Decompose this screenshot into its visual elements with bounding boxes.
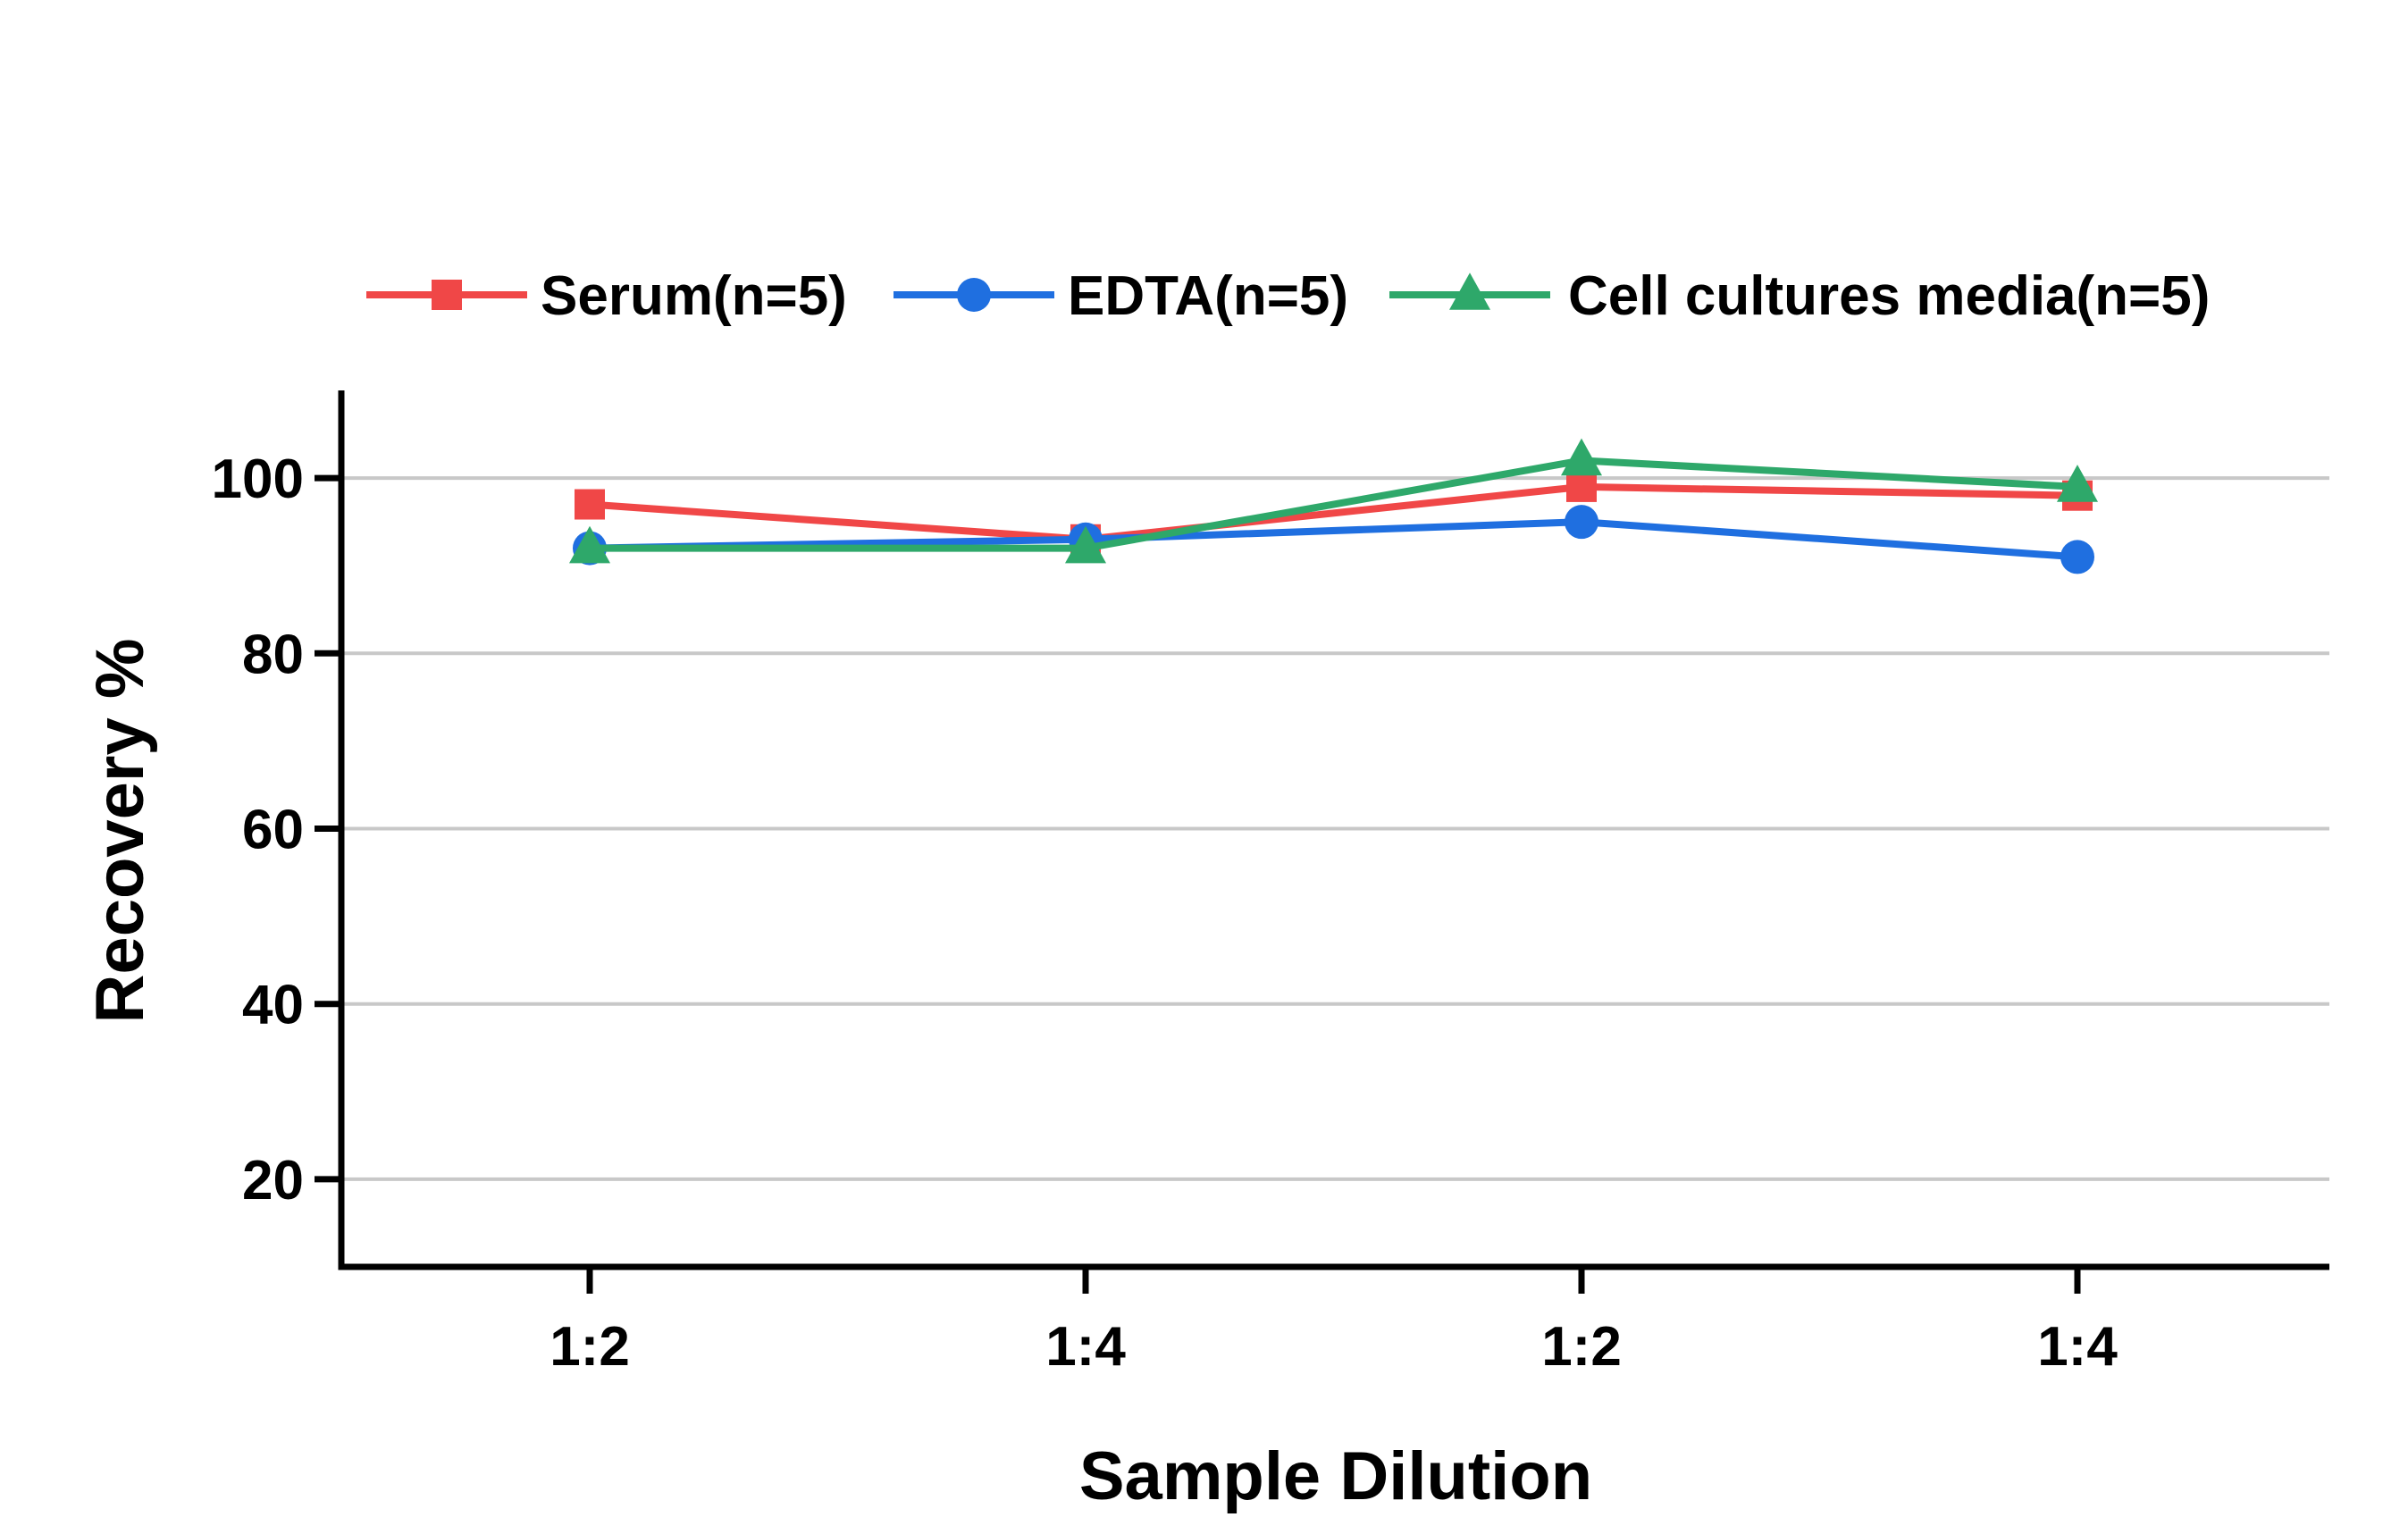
- y-tick-label: 100: [212, 448, 304, 510]
- legend-label: EDTA(n=5): [1068, 265, 1348, 327]
- y-tick-label: 20: [242, 1150, 304, 1211]
- data-point: [1565, 505, 1598, 540]
- y-tick-label: 40: [242, 975, 304, 1036]
- legend: Serum(n=5) EDTA(n=5) Cell cultures media(n…: [366, 265, 2210, 327]
- legend-marker: [957, 278, 991, 312]
- gridlines: [341, 476, 2329, 1181]
- data-point: [1561, 438, 1602, 476]
- y-axis-title: Recovery %: [82, 639, 158, 1024]
- axes: 20 40 60 80 100 1:2 1:4 1:2 1:4: [212, 390, 2329, 1378]
- x-axis-title: Sample Dilution: [1079, 1438, 1592, 1514]
- x-tick-label: 1:2: [550, 1316, 630, 1378]
- legend-item: EDTA(n=5): [894, 265, 1348, 327]
- legend-marker: [432, 280, 462, 310]
- x-tick-label: 1:2: [1541, 1316, 1622, 1378]
- legend-label: Serum(n=5): [541, 265, 847, 327]
- series-layer: [569, 438, 2098, 574]
- data-point: [1065, 525, 1106, 564]
- series-line: [589, 518, 2078, 561]
- legend-item: Cell cultures media(n=5): [1389, 265, 2210, 327]
- series-3: [569, 438, 2098, 564]
- data-point: [1566, 471, 1597, 502]
- series-line: [590, 457, 2078, 552]
- legend-label: Cell cultures media(n=5): [1568, 265, 2210, 327]
- data-point: [2060, 540, 2094, 574]
- y-tick-label: 80: [242, 624, 304, 685]
- legend-marker: [1449, 272, 1490, 310]
- legend-item: Serum(n=5): [366, 265, 847, 327]
- data-point: [569, 525, 610, 564]
- data-point: [575, 489, 605, 520]
- y-tick-label: 60: [242, 800, 304, 861]
- data-point: [2057, 465, 2098, 502]
- x-tick-label: 1:4: [1045, 1316, 1126, 1378]
- series-line: [589, 482, 2078, 543]
- x-tick-label: 1:4: [2037, 1316, 2118, 1378]
